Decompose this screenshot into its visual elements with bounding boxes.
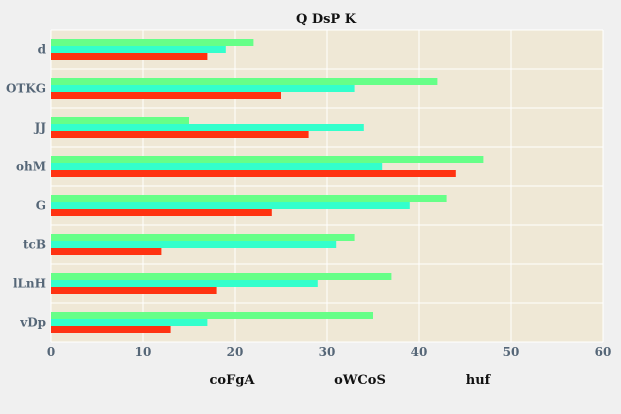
bar-oWCoS-OTKG — [51, 85, 355, 92]
legend-label: coFgA — [210, 373, 256, 388]
x-tick-label: 30 — [319, 345, 336, 359]
category-label: vDp — [19, 316, 46, 330]
bar-coFgA-OTKG — [51, 92, 281, 99]
x-tick-label: 20 — [227, 345, 244, 359]
category-label: ohM — [16, 160, 46, 174]
bar-oWCoS-d — [51, 46, 226, 53]
category-label: G — [36, 199, 46, 213]
bar-coFgA-JJ — [51, 131, 309, 138]
bar-oWCoS-ohM — [51, 163, 383, 170]
bar-huf-lLnH — [51, 273, 392, 280]
bar-oWCoS-lLnH — [51, 280, 318, 287]
bar-oWCoS-vDp — [51, 319, 208, 326]
category-label: tcB — [23, 238, 46, 252]
x-tick-label: 0 — [47, 345, 55, 359]
bars — [51, 39, 484, 333]
chart-title: Q DsP K — [296, 12, 357, 27]
bar-coFgA-vDp — [51, 326, 171, 333]
bar-coFgA-lLnH — [51, 287, 217, 294]
x-tick-label: 60 — [595, 345, 612, 359]
legend: coFgA oWCoS huf — [210, 373, 492, 388]
bar-coFgA-d — [51, 53, 208, 60]
bar-oWCoS-tcB — [51, 241, 337, 248]
x-tick-label: 50 — [503, 345, 520, 359]
category-label: lLnH — [13, 277, 46, 291]
x-tick-labels: 0 10 20 30 40 50 60 — [47, 345, 612, 359]
category-label: OTKG — [6, 82, 46, 96]
bar-coFgA-tcB — [51, 248, 162, 255]
bar-huf-G — [51, 195, 447, 202]
x-tick-label: 10 — [135, 345, 152, 359]
legend-label: huf — [466, 373, 492, 388]
category-label: JJ — [34, 121, 47, 135]
category-label: d — [38, 43, 47, 57]
bar-coFgA-ohM — [51, 170, 456, 177]
bar-coFgA-G — [51, 209, 272, 216]
bar-oWCoS-G — [51, 202, 410, 209]
x-tick-label: 40 — [411, 345, 428, 359]
bar-huf-OTKG — [51, 78, 438, 85]
bar-huf-JJ — [51, 117, 189, 124]
bar-huf-ohM — [51, 156, 484, 163]
legend-label: oWCoS — [334, 373, 386, 388]
bar-huf-d — [51, 39, 254, 46]
bar-oWCoS-JJ — [51, 124, 364, 131]
bar-huf-vDp — [51, 312, 373, 319]
bar-huf-tcB — [51, 234, 355, 241]
